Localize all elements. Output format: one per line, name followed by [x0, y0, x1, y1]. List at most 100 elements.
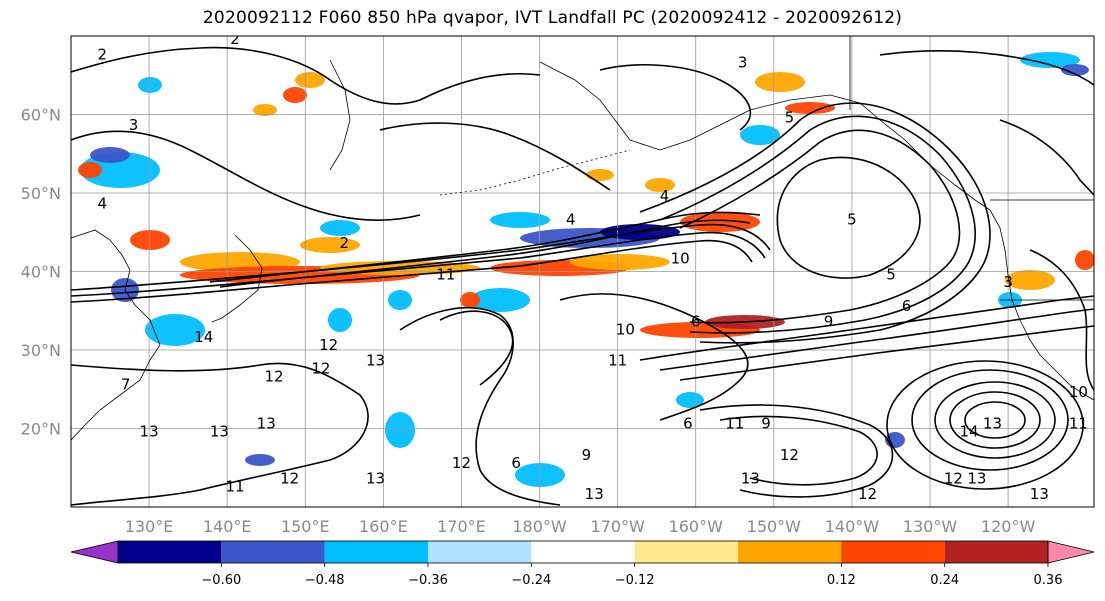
contour-label: 6 [691, 312, 701, 330]
contour-north-5 [879, 50, 1094, 86]
contour-label: 14 [194, 328, 213, 346]
lon-tick-label: 130°W [903, 517, 958, 536]
shading-blob [385, 412, 415, 448]
contour-label: 12 [780, 446, 799, 464]
contour-label: 4 [660, 187, 670, 205]
colorbar-tick-label: −0.36 [408, 573, 448, 588]
contour-ring-3 [934, 381, 1056, 459]
contour-alaska-loop-3 [679, 129, 961, 324]
graticule [71, 36, 1094, 507]
contour-label: 14 [960, 422, 979, 440]
shading-blob [1005, 270, 1055, 290]
colorbar-segment [428, 541, 532, 563]
lon-tick-label: 140°E [203, 517, 252, 536]
alaska-coastline [539, 61, 991, 211]
coastlines [71, 36, 1094, 441]
contour-subtropical-1 [639, 295, 1094, 361]
contour-label: 13 [741, 469, 760, 487]
contour-jet-1 [71, 223, 771, 291]
contour-label: 4 [566, 210, 576, 228]
colorbar-segment [841, 541, 945, 563]
contour-label: 10 [616, 320, 635, 338]
shading-blob [460, 292, 480, 308]
contour-north-2 [71, 130, 421, 221]
contour-label: 5 [886, 265, 896, 283]
contour-north-6 [999, 119, 1094, 196]
contour-label: 12 [319, 336, 338, 354]
colorbar-frame [117, 540, 1049, 564]
contour-west-1 [71, 362, 369, 506]
contour-label: 10 [1069, 383, 1088, 401]
contour-label: 6 [902, 297, 912, 315]
contour-gulf-low [776, 156, 921, 279]
lon-tick-label: 160°W [669, 517, 724, 536]
contour-label: 9 [824, 312, 834, 330]
contour-label: 2 [230, 30, 240, 48]
lon-tick-label: 140°W [825, 517, 880, 536]
lat-tick-label: 40°N [21, 263, 61, 282]
shading-blob [388, 290, 412, 310]
colorbar-segment [324, 541, 428, 563]
contour-label: 13 [366, 469, 385, 487]
contour-label: 12 [452, 454, 471, 472]
contour-label: 3 [129, 116, 139, 134]
lat-tick-label: 20°N [21, 420, 61, 439]
contour-label: 12 [264, 367, 283, 385]
shading-blob [740, 125, 780, 145]
map-frame [70, 35, 1095, 508]
lat-tick-label: 60°N [21, 106, 61, 125]
ivt-contours [71, 46, 1094, 506]
contour-label: 6 [683, 415, 693, 433]
shading-blob [570, 254, 670, 270]
colorbar-tick-label: −0.24 [511, 573, 551, 588]
contour-jet-4 [209, 211, 761, 283]
shading-blob [1075, 250, 1094, 270]
shading-blob [645, 178, 675, 192]
contour-label: 12 [944, 469, 963, 487]
colorbar-segment [738, 541, 842, 563]
shading-blob [490, 212, 550, 228]
colorbar-tick-label: −0.60 [201, 573, 241, 588]
lon-tick-label: 170°E [437, 517, 486, 536]
japan-coastline [211, 234, 263, 323]
lon-tick-label: 160°E [359, 517, 408, 536]
contour-label: 9 [761, 415, 771, 433]
lon-tick-label: 150°E [281, 517, 330, 536]
asia-coastline [71, 229, 161, 441]
contour-label: 11 [608, 352, 627, 370]
shading-blob [1061, 64, 1089, 76]
colorbar-tick-label: 0.12 [827, 573, 856, 588]
contour-label: 3 [1003, 273, 1013, 291]
contour-label: 7 [121, 375, 131, 393]
contour-label: 12 [311, 360, 330, 378]
north-america-coastline [989, 209, 1094, 401]
contour-label: 2 [340, 234, 350, 252]
colorbar-segment [221, 541, 325, 563]
shading-blob [676, 392, 704, 408]
colorbar-segment [118, 541, 222, 563]
shading-blob [755, 72, 805, 92]
contour-north-1 [71, 46, 541, 105]
contour-label: 13 [210, 422, 229, 440]
contour-label: 11 [725, 415, 744, 433]
contour-label: 13 [1030, 485, 1049, 503]
colorbar-tick-label: −0.12 [615, 573, 655, 588]
contour-ring-2 [949, 391, 1041, 449]
contour-jet-2 [71, 231, 766, 297]
contour-subtropical-3 [679, 325, 1094, 381]
lon-tick-label: 130°E [125, 517, 174, 536]
shading-blob [295, 72, 325, 88]
colorbar-extend-max [1047, 540, 1095, 564]
kamchatka-coastline [329, 59, 351, 171]
contour-ring-1 [964, 401, 1026, 439]
contour-north-3 [379, 122, 611, 191]
contour-alaska-loop-1 [639, 102, 991, 344]
latitude-tick-labels: 60°N 50°N 40°N 30°N 20°N [21, 106, 61, 439]
contour-label: 9 [582, 446, 592, 464]
lon-tick-label: 180°W [512, 517, 567, 536]
contour-ring-4 [911, 369, 1069, 471]
contour-west-3 [439, 310, 514, 386]
